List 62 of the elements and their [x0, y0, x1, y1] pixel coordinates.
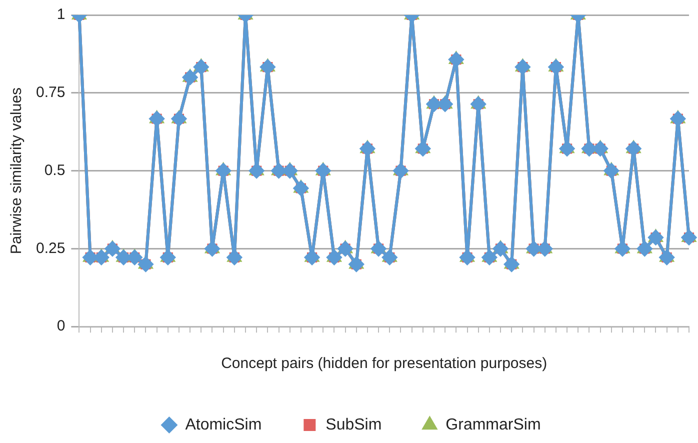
point — [560, 141, 575, 156]
point — [626, 141, 642, 156]
point — [293, 180, 308, 196]
point — [226, 250, 242, 265]
point — [682, 230, 696, 245]
point — [637, 241, 652, 256]
point — [592, 141, 608, 156]
point — [470, 96, 486, 112]
point — [604, 163, 619, 178]
point — [460, 250, 475, 265]
point — [537, 241, 552, 256]
y-axis-title: Pairwise similarity values — [8, 87, 26, 254]
point — [670, 111, 686, 126]
point — [194, 60, 209, 75]
point — [160, 250, 176, 265]
point — [438, 96, 453, 112]
point — [282, 163, 298, 178]
point — [415, 141, 430, 156]
y-tick-label: 0 — [56, 318, 66, 335]
point — [371, 241, 386, 256]
point — [448, 52, 464, 68]
point — [504, 256, 520, 272]
x-axis-title: Concept pairs (hidden for presentation purposes) — [221, 355, 548, 372]
legend-label: GrammarSim — [446, 416, 541, 434]
point — [138, 256, 154, 272]
point — [648, 230, 664, 245]
point — [82, 250, 98, 265]
point — [426, 96, 442, 112]
legend-label: AtomicSim — [185, 416, 262, 434]
point — [260, 60, 276, 75]
point — [304, 250, 320, 265]
point — [515, 60, 530, 75]
legend-label: SubSim — [326, 416, 382, 434]
point — [249, 163, 264, 178]
point — [104, 241, 120, 256]
point — [526, 241, 542, 256]
y-tick-label: 0.75 — [36, 84, 66, 102]
point — [326, 250, 342, 265]
point — [382, 250, 398, 265]
point — [204, 241, 220, 256]
point — [316, 163, 331, 178]
point — [271, 163, 286, 178]
point — [482, 250, 497, 265]
point — [116, 250, 132, 265]
point — [548, 60, 564, 75]
point — [338, 241, 353, 256]
point — [127, 250, 142, 265]
point — [94, 250, 109, 265]
point — [360, 141, 375, 156]
point — [348, 256, 364, 272]
point — [216, 163, 231, 178]
y-tick-label: 0.25 — [36, 240, 66, 257]
y-tick-label: 0.5 — [44, 162, 66, 179]
point — [149, 111, 164, 126]
point — [393, 163, 408, 178]
point — [614, 241, 630, 256]
point — [493, 241, 508, 256]
point — [659, 250, 674, 265]
y-tick-label: 1 — [56, 6, 66, 24]
point — [182, 70, 198, 85]
point — [171, 111, 186, 126]
point — [582, 141, 597, 156]
